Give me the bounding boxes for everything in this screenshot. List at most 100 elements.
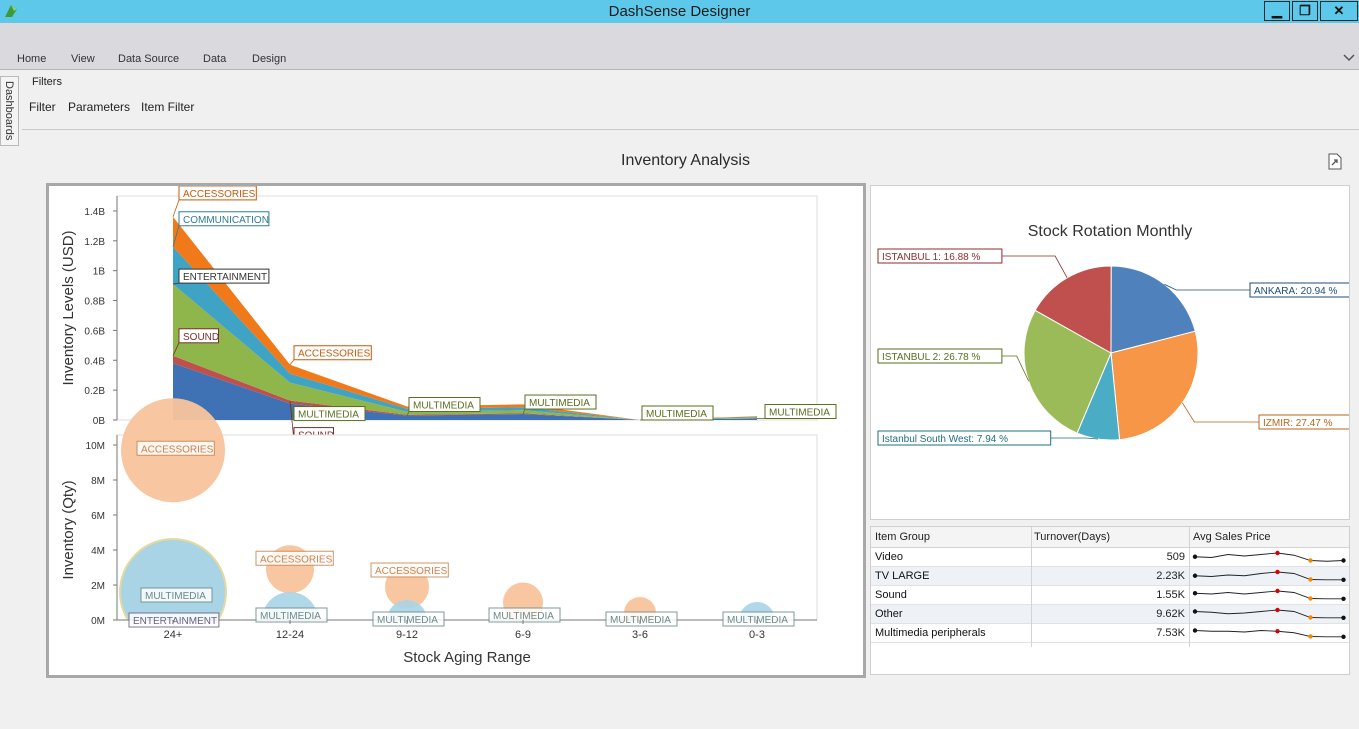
close-button[interactable]: ✕ [1320, 1, 1358, 21]
pie-label-leader [1001, 355, 1030, 382]
pie-label-leader [1050, 437, 1098, 440]
bubble-label-multimedia-box [255, 607, 328, 623]
header-avg-sales-price[interactable]: Avg Sales Price [1193, 531, 1271, 543]
dashboard-title: Inventory Analysis [621, 152, 750, 169]
x-tick-label: 6-9 [515, 629, 531, 641]
pie-slice-ankara [1110, 265, 1196, 354]
item-filter-button[interactable]: Item Filter [141, 100, 195, 114]
sparkline-low-point [1308, 615, 1313, 620]
tab-design[interactable]: Design [252, 53, 287, 65]
area-label-leader [406, 411, 410, 416]
sparkline-end-point [1341, 634, 1346, 639]
area-label-multimedia-box [764, 404, 837, 420]
area-label-leader [172, 342, 180, 356]
bubble-label-multimedia: MULTIMEDIA [727, 615, 788, 626]
inventory-charts-canvas: 0B 0.2B 0.4B 0.6B 0.8B 1B 1.2B 1.4B Inventory Le… [60, 186, 837, 675]
bubble-clip-mask [117, 620, 819, 675]
pie-label-box [877, 248, 1003, 264]
pie-label-ankara: ANKARA: 20.94 % [1254, 286, 1337, 297]
header-item-group[interactable]: Item Group [875, 531, 931, 543]
sparkline-start-point [1192, 554, 1198, 559]
x-tick-label: 0-3 [749, 629, 765, 641]
filters-panel: Filters Filter Parameters Item Filter [22, 72, 1359, 130]
x-axis-title: Stock Aging Range [403, 649, 531, 666]
close-icon: ✕ [1333, 3, 1345, 18]
sparkline-low-point [1308, 634, 1313, 639]
pie-label-box [1258, 414, 1349, 430]
pie-title: Stock Rotation Monthly [1028, 223, 1193, 240]
y-tick-label: 1.4B [84, 207, 105, 218]
y-tick-label: 1B [93, 267, 106, 278]
sparkline-high-point [1275, 569, 1280, 575]
cell-turnover: 2.23K [1156, 570, 1185, 582]
pie-label-box [1249, 282, 1349, 298]
area-label-leader [522, 408, 526, 415]
bubble-label-entertainment-box [128, 612, 220, 628]
sparkline-end-point [1341, 596, 1346, 601]
area-label-leader [289, 359, 295, 365]
table-row[interactable]: TV LARGE 2.23K [871, 567, 1349, 586]
y-tick-label: 8M [91, 476, 105, 487]
y-axis-title: Inventory (Qty) [60, 480, 77, 579]
y-tick-label: 10M [86, 441, 105, 452]
sparkline-low-point [1308, 596, 1313, 601]
cell-item-group: TV LARGE [875, 570, 930, 582]
stock-rotation-panel: Stock Rotation Monthly ANKARA: 20.94 % IZM… [870, 185, 1350, 520]
sparkline-start-point [1192, 573, 1198, 578]
area-label-entertainment-box [178, 268, 270, 284]
export-icon[interactable] [1327, 153, 1343, 170]
y-tick-label: 2M [91, 581, 105, 592]
area-label-sound-box [178, 328, 219, 344]
cell-turnover: 509 [1166, 551, 1185, 563]
cell-turnover: 9.62K [1156, 608, 1185, 620]
area-label-accessories: ACCESSORIES [298, 349, 371, 360]
x-tick-label: 9-12 [396, 629, 418, 641]
bubble-label-accessories: ACCESSORIES [141, 444, 214, 455]
filters-title: Filters [32, 76, 62, 88]
table-row[interactable]: Video 509 [871, 548, 1349, 567]
sparkline-end-point [1341, 577, 1346, 582]
dashboards-side-tab[interactable]: Dashboards [0, 76, 19, 146]
area-label-leader [172, 199, 180, 218]
bubble-label-accessories: ACCESSORIES [375, 566, 448, 577]
tab-data[interactable]: Data [203, 53, 227, 65]
window-title: DashSense Designer [608, 3, 751, 20]
dashboards-side-label: Dashboards [3, 81, 15, 141]
table-row[interactable]: Multimedia peripherals 7.53K [871, 624, 1349, 643]
y-tick-label: 0.2B [84, 386, 105, 397]
tab-home[interactable]: Home [17, 53, 47, 65]
sparkline-line [1194, 590, 1344, 600]
x-tick-label: 3-6 [632, 629, 648, 641]
table-row[interactable]: Sound 1.55K [871, 586, 1349, 605]
pie-label-box [877, 430, 1052, 446]
area-label-multimedia-box [641, 405, 714, 421]
y-tick-label: 0M [91, 616, 105, 627]
parameters-button[interactable]: Parameters [68, 100, 131, 114]
sparkline-start-point [1192, 591, 1198, 596]
area-label-leader [172, 225, 180, 247]
area-label-multimedia-box [524, 394, 597, 410]
sparkline-line [1194, 630, 1344, 638]
chevron-down-icon[interactable] [1343, 53, 1355, 63]
pie-label-leader [1164, 283, 1250, 291]
cell-turnover: 1.55K [1156, 589, 1185, 601]
tab-data-source[interactable]: Data Source [118, 53, 180, 65]
tab-view[interactable]: View [71, 53, 95, 65]
minimize-button[interactable]: ▁ [1264, 1, 1290, 21]
area-label-multimedia: MULTIMEDIA [298, 410, 359, 421]
table-row[interactable]: Other 9.62K [871, 605, 1349, 624]
restore-icon: ❐ [1299, 3, 1311, 18]
grid-column-divider [1031, 527, 1032, 647]
sparkline-high-point [1275, 607, 1280, 613]
bubble-label-entertainment: ENTERTAINMENT [133, 616, 217, 627]
bubble-label-multimedia: MULTIMEDIA [493, 611, 554, 622]
area-series-multimedia [173, 363, 757, 420]
restore-button[interactable]: ❐ [1292, 1, 1318, 21]
bubble-label-multimedia-box [605, 611, 678, 627]
header-turnover[interactable]: Turnover(Days) [1034, 531, 1110, 543]
cell-item-group: Sound [875, 589, 907, 601]
pie-label-leader [1001, 255, 1068, 279]
filter-button[interactable]: Filter [29, 100, 56, 114]
area-label-communication-box [178, 211, 270, 227]
sparkline-high-point [1275, 629, 1280, 634]
